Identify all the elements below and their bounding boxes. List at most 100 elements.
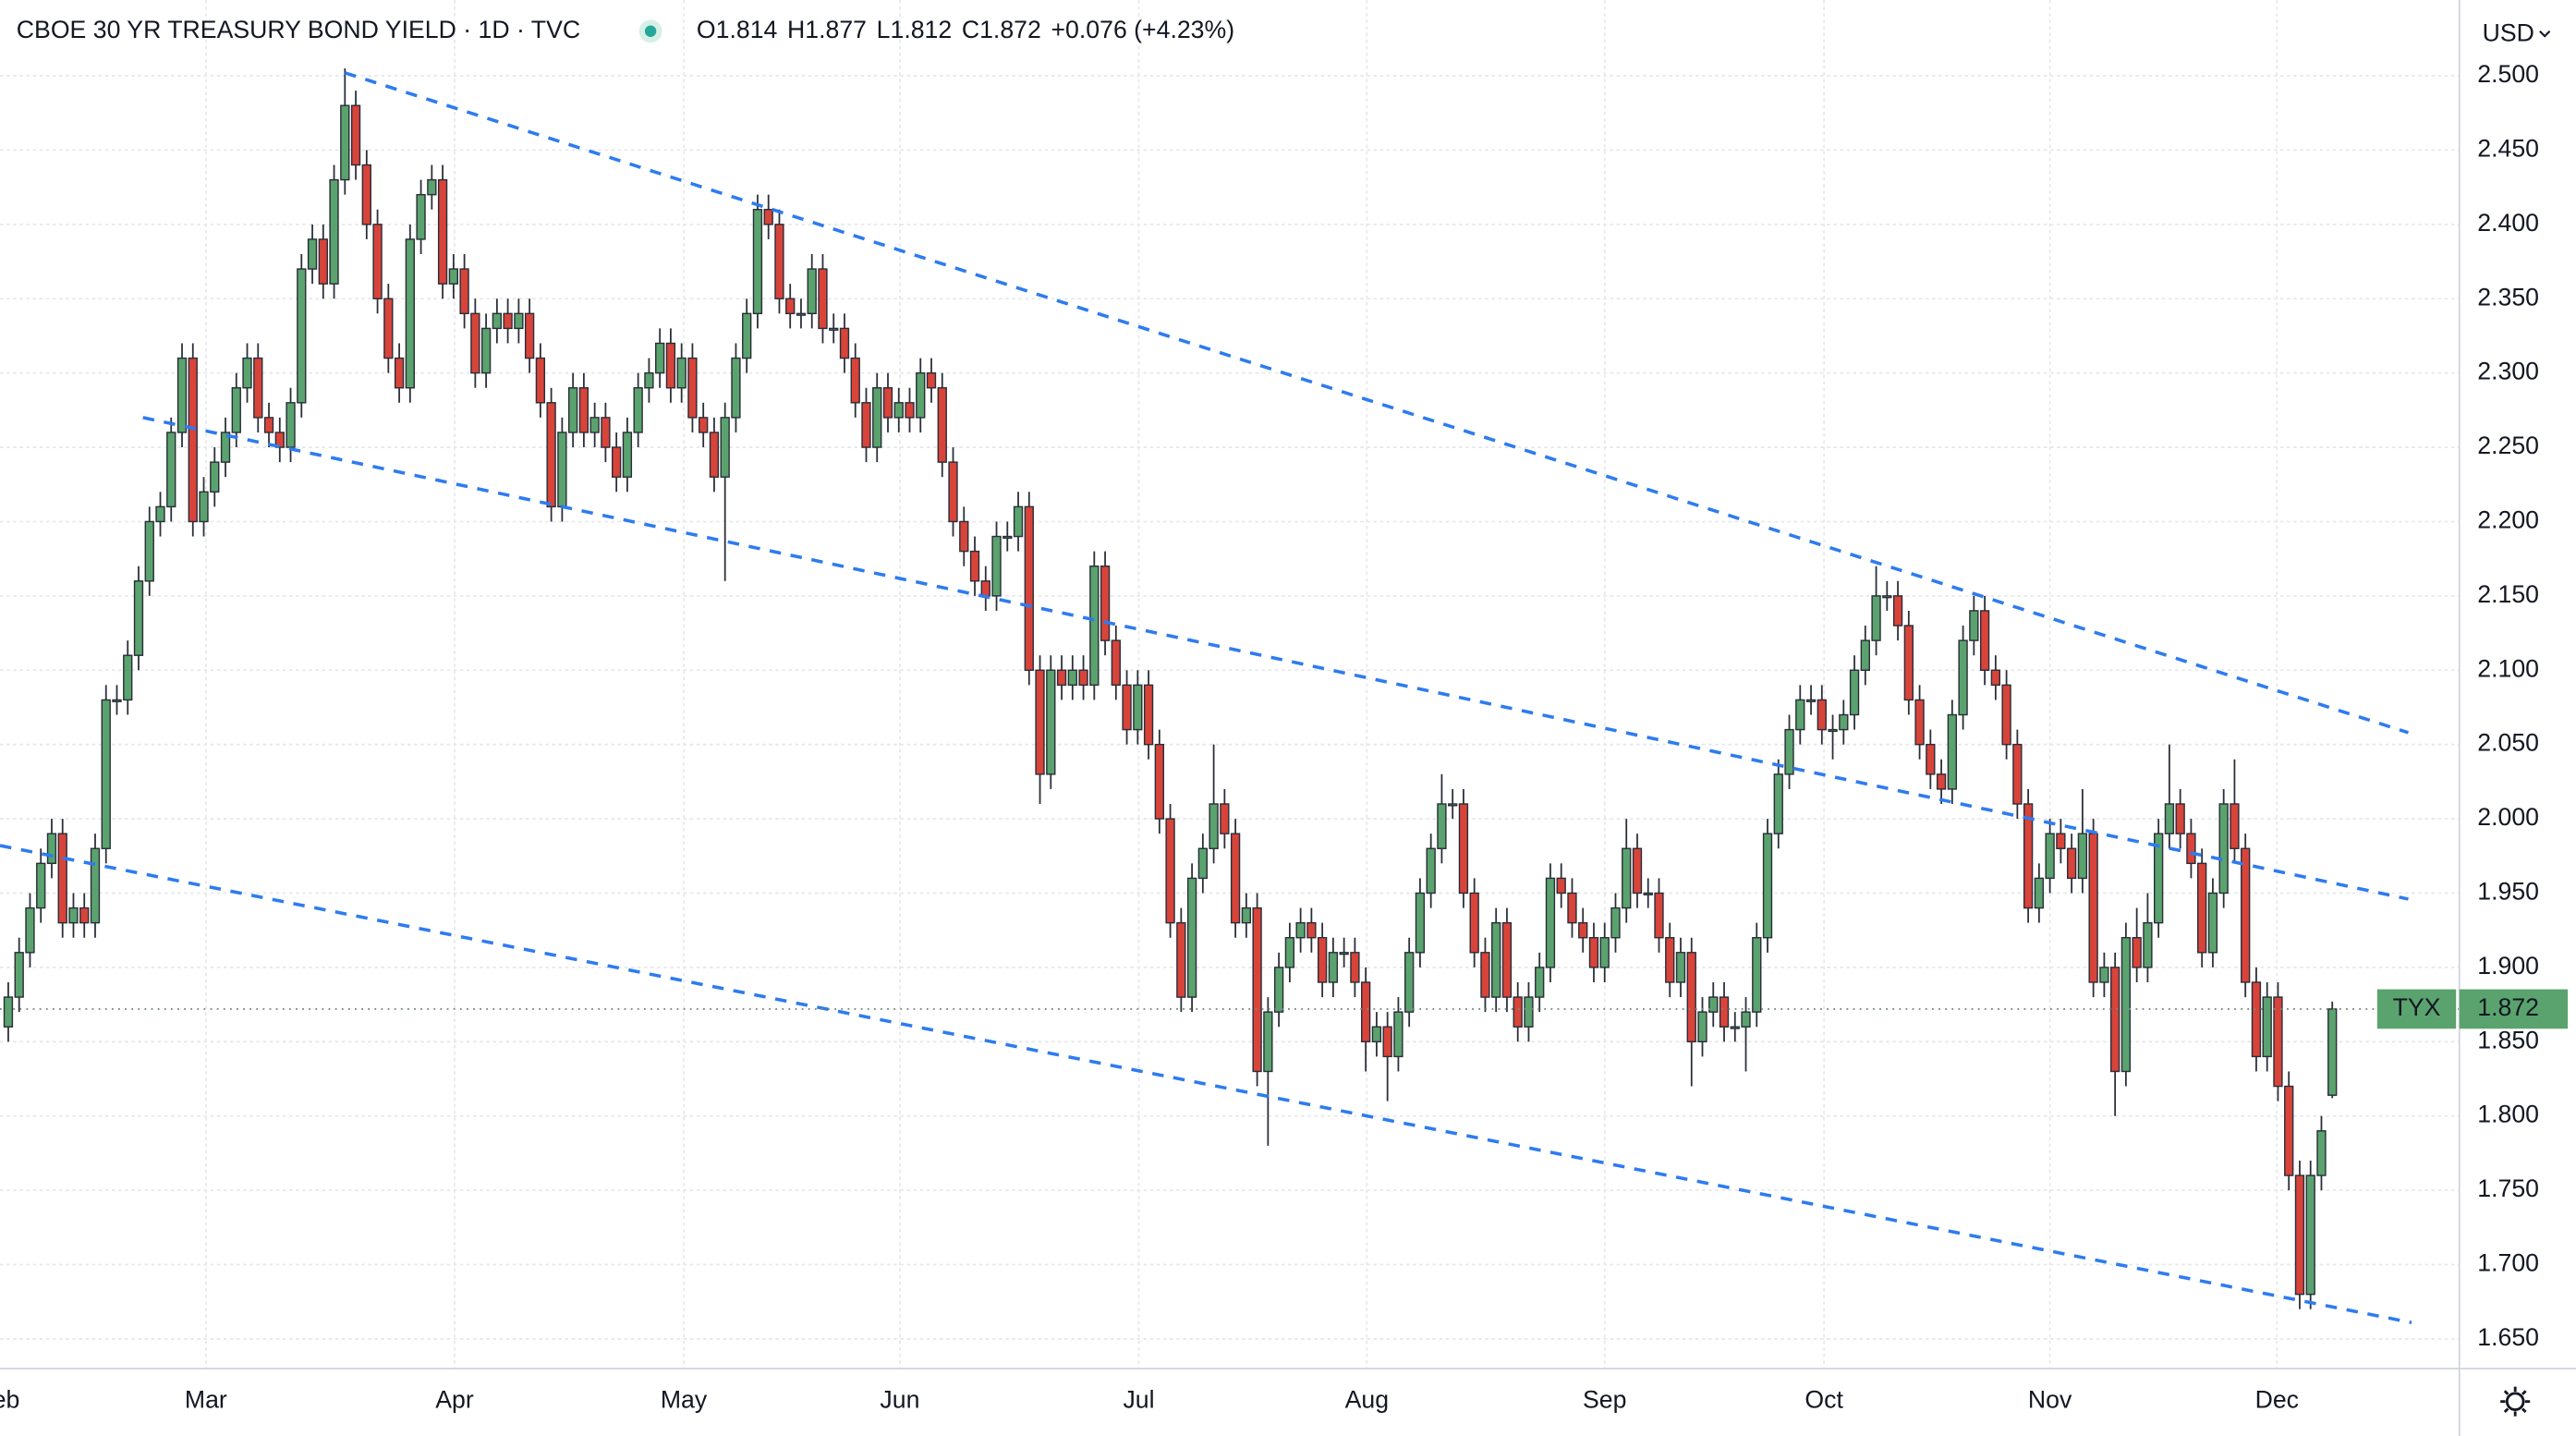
candle-body — [1567, 892, 1577, 924]
candle-body — [524, 312, 535, 359]
candle-body — [882, 387, 893, 419]
candle-body — [2056, 833, 2066, 849]
candle-body — [2164, 803, 2175, 834]
candle-body — [1426, 847, 1436, 894]
candle-body — [1056, 669, 1067, 687]
gear-teeth[interactable] — [2500, 1386, 2531, 1417]
currency-box[interactable] — [2472, 15, 2561, 55]
symbol-tag — [2376, 989, 2457, 1029]
candle-body — [492, 312, 503, 330]
candle-body — [1371, 1026, 1382, 1043]
chart-title: CBOE 30 YR TREASURY BOND YIELD · 1D · TV… — [17, 16, 580, 43]
candle-body — [872, 387, 882, 448]
candle-body — [948, 461, 958, 523]
candle-body — [1610, 907, 1621, 939]
candle-body — [2023, 803, 2034, 909]
candle-body — [1805, 699, 1817, 702]
candle-body — [210, 461, 220, 493]
candle-body — [176, 357, 188, 433]
candle-body — [1686, 952, 1696, 1043]
status-dot — [644, 25, 657, 38]
candle-body — [2154, 833, 2164, 924]
candle-body — [459, 268, 469, 315]
candle-body — [90, 847, 101, 924]
candle-body — [1719, 996, 1730, 1028]
candle-body — [166, 432, 176, 508]
candle-body — [1360, 981, 1371, 1043]
candle-body — [1469, 892, 1479, 954]
y-tick-label: 2.000 — [2477, 803, 2539, 831]
candle-body — [46, 833, 57, 865]
candle-body — [2241, 847, 2251, 983]
candle-body — [1122, 684, 1132, 731]
plot-layer — [0, 67, 2460, 1324]
candle-body — [1513, 996, 1523, 1028]
candle-body — [763, 209, 773, 225]
candle-body — [1882, 595, 1892, 599]
candle-body — [1773, 773, 1783, 834]
x-tick-label: Feb — [0, 1386, 19, 1414]
candle-body — [676, 357, 687, 389]
legend-value: C1.872 — [962, 16, 1041, 43]
x-tick-label: Aug — [1345, 1386, 1389, 1414]
candle-body — [2207, 892, 2218, 954]
candle-body — [1067, 669, 1077, 687]
candle-body — [1926, 743, 1936, 775]
candle-body — [1230, 833, 1241, 924]
candle-body — [3, 996, 14, 1028]
candle-body — [2088, 833, 2098, 983]
candle-body — [2284, 1085, 2294, 1176]
candle-body — [937, 387, 947, 463]
candle-body — [622, 432, 633, 478]
y-tick-label: 1.800 — [2477, 1101, 2539, 1128]
candle-body — [687, 357, 698, 419]
symbol-tag-label: TYX — [2393, 993, 2441, 1021]
candle-body — [394, 357, 405, 389]
candle-body — [318, 238, 328, 285]
currency-label[interactable]: USD — [2483, 18, 2534, 46]
candle-body — [1697, 1011, 1707, 1043]
candle-body — [2077, 833, 2088, 880]
candle-body — [329, 178, 339, 285]
candle-body — [850, 357, 860, 404]
candle-body — [427, 178, 437, 196]
candle-body — [2045, 833, 2055, 880]
x-tick-label: Mar — [185, 1386, 227, 1414]
candle-body — [123, 654, 133, 701]
candle-body — [633, 387, 643, 433]
candle-body — [578, 387, 589, 433]
candle-body — [2066, 847, 2077, 880]
gear-icon[interactable] — [2505, 1392, 2525, 1411]
legend-value: L1.812 — [877, 16, 953, 43]
candle-body — [1860, 639, 1870, 671]
candle-body — [1089, 565, 1100, 687]
ohlc-legend: O1.814 H1.877 L1.812 C1.872 +0.076 (+4.23%) — [697, 16, 1234, 43]
currency-caret[interactable] — [2539, 30, 2551, 38]
x-tick-label: Jul — [1123, 1386, 1154, 1414]
candle-body — [1133, 684, 1143, 731]
x-tick-label: Jun — [880, 1386, 919, 1414]
candle-body — [1947, 713, 1958, 790]
legend-value: +0.076 (+4.23%) — [1051, 16, 1235, 43]
candle-body — [253, 357, 263, 419]
y-tick-label: 2.300 — [2477, 358, 2539, 385]
candle-body — [1393, 1011, 1403, 1058]
candle-body — [567, 387, 578, 433]
candle-body — [1024, 505, 1034, 671]
candle-body — [807, 268, 817, 315]
candle-body — [2197, 862, 2207, 954]
candle-body — [1990, 669, 2001, 687]
y-tick-label: 1.950 — [2477, 878, 2539, 906]
candle-body — [1643, 892, 1653, 895]
candle-body — [199, 491, 209, 523]
settings-button[interactable] — [2500, 1386, 2531, 1417]
candle-body — [1979, 610, 1990, 671]
candle-body — [1078, 669, 1088, 687]
currency-button[interactable]: USD — [2472, 15, 2561, 55]
y-tick-label: 2.400 — [2477, 209, 2539, 237]
candle-body — [1415, 892, 1426, 954]
candle-body — [785, 298, 796, 315]
candle-body — [1013, 505, 1024, 538]
candle-body — [601, 417, 611, 448]
